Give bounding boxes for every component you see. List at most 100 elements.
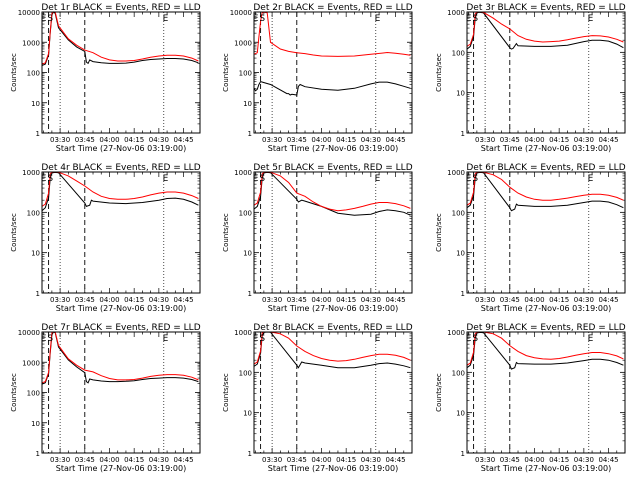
flag-letter: E bbox=[253, 174, 259, 184]
x-tick-label: 04:00 bbox=[524, 136, 544, 144]
x-tick-label: 04:00 bbox=[524, 296, 544, 304]
x-tick-label: 04:15 bbox=[124, 296, 144, 304]
y-tick-label: 1 bbox=[461, 290, 465, 298]
plot-frame bbox=[253, 331, 413, 454]
x-tick-label: 03:45 bbox=[287, 296, 307, 304]
x-tick-label: 04:15 bbox=[549, 456, 569, 464]
y-tick-label: 1000 bbox=[234, 329, 252, 337]
x-tick-label: 04:30 bbox=[361, 136, 381, 144]
flag-letter: S bbox=[259, 174, 265, 184]
x-tick-label: 04:15 bbox=[124, 136, 144, 144]
x-tick-label: 04:45 bbox=[173, 136, 193, 144]
y-tick-label: 1000 bbox=[447, 329, 465, 337]
y-tick-label: 1 bbox=[461, 450, 465, 458]
plot-frame bbox=[466, 331, 626, 454]
flag-letter: E bbox=[375, 14, 381, 24]
series-line-lld bbox=[41, 11, 199, 65]
series-line-lld bbox=[466, 331, 624, 366]
y-tick-label: 100 bbox=[27, 209, 40, 217]
flag-letter: S bbox=[47, 14, 53, 24]
plot-title: Det 9r BLACK = Events, RED = LLD bbox=[466, 323, 625, 333]
flag-letter: S bbox=[47, 334, 53, 344]
y-axis-label: Counts/sec bbox=[10, 213, 18, 252]
x-tick-label: 04:45 bbox=[385, 296, 405, 304]
flag-letter: E bbox=[466, 14, 472, 24]
x-tick-label: 03:45 bbox=[500, 296, 520, 304]
y-tick-label: 10000 bbox=[230, 9, 252, 17]
plot-panel-4: Det 4r BLACK = Events, RED = LLD 1 10 100 10… bbox=[10, 163, 201, 313]
plot-panel-1: Det 1r BLACK = Events, RED = LLD 1 10 100 10… bbox=[10, 3, 201, 153]
flag-letter: S bbox=[472, 334, 478, 344]
flag-letter: E bbox=[375, 174, 381, 184]
y-tick-label: 100 bbox=[239, 369, 252, 377]
plot-title: Det 1r BLACK = Events, RED = LLD bbox=[41, 3, 200, 13]
x-tick-label: 04:15 bbox=[549, 296, 569, 304]
x-tick-label: 03:45 bbox=[75, 456, 95, 464]
x-axis-label: Start Time (27-Nov-06 03:19:00) bbox=[268, 464, 398, 473]
x-tick-label: 04:30 bbox=[361, 296, 381, 304]
x-tick-label: 04:30 bbox=[574, 456, 594, 464]
plot-panel-3: Det 3r BLACK = Events, RED = LLD 1 10 100 10… bbox=[435, 3, 626, 153]
y-tick-label: 1000 bbox=[234, 39, 252, 47]
flag-letter: E bbox=[253, 14, 259, 24]
y-tick-label: 100 bbox=[239, 209, 252, 217]
y-tick-label: 100 bbox=[452, 369, 465, 377]
x-tick-label: 04:00 bbox=[99, 456, 119, 464]
flag-letter: E bbox=[163, 334, 169, 344]
x-tick-label: 04:00 bbox=[99, 296, 119, 304]
y-tick-label: 10 bbox=[456, 250, 465, 258]
x-tick-label: 04:30 bbox=[574, 136, 594, 144]
flag-letter: E bbox=[466, 334, 472, 344]
plot-panel-6: Det 6r BLACK = Events, RED = LLD 1 10 100 10… bbox=[435, 163, 626, 313]
x-tick-label: 04:00 bbox=[311, 296, 331, 304]
flag-letter: E bbox=[588, 334, 594, 344]
x-tick-label: 04:15 bbox=[336, 136, 356, 144]
x-tick-label: 03:45 bbox=[75, 136, 95, 144]
plot-title: Det 6r BLACK = Events, RED = LLD bbox=[466, 163, 625, 173]
x-axis-label: Start Time (27-Nov-06 03:19:00) bbox=[56, 304, 186, 313]
series-line-lld bbox=[253, 11, 411, 57]
series-line-events bbox=[41, 331, 199, 385]
y-tick-label: 10 bbox=[31, 100, 40, 108]
x-tick-label: 04:30 bbox=[149, 296, 169, 304]
x-axis-label: Start Time (27-Nov-06 03:19:00) bbox=[481, 144, 611, 153]
series-line-events bbox=[466, 171, 624, 212]
x-axis-label: Start Time (27-Nov-06 03:19:00) bbox=[56, 464, 186, 473]
y-tick-label: 1000 bbox=[234, 169, 252, 177]
x-tick-label: 03:45 bbox=[500, 456, 520, 464]
plot-title: Det 7r BLACK = Events, RED = LLD bbox=[41, 323, 200, 333]
y-tick-label: 1 bbox=[461, 130, 465, 138]
x-tick-label: 04:15 bbox=[124, 456, 144, 464]
series-line-lld bbox=[466, 11, 624, 47]
x-tick-label: 04:45 bbox=[385, 136, 405, 144]
x-tick-label: 04:30 bbox=[361, 456, 381, 464]
x-tick-label: 03:45 bbox=[287, 456, 307, 464]
plot-title: Det 5r BLACK = Events, RED = LLD bbox=[253, 163, 412, 173]
y-tick-label: 1 bbox=[36, 130, 40, 138]
flag-letter: S bbox=[47, 174, 53, 184]
y-tick-label: 1000 bbox=[22, 169, 40, 177]
x-axis-label: Start Time (27-Nov-06 03:19:00) bbox=[56, 144, 186, 153]
plot-panel-5: Det 5r BLACK = Events, RED = LLD 1 10 100 10… bbox=[222, 163, 413, 313]
x-tick-label: 03:30 bbox=[262, 456, 282, 464]
y-axis-label: Counts/sec bbox=[222, 53, 230, 92]
flag-letter: E bbox=[163, 174, 169, 184]
y-tick-label: 10 bbox=[243, 250, 252, 258]
plot-panel-7: Det 7r BLACK = Events, RED = LLD 1 10 100 10… bbox=[10, 323, 201, 473]
x-tick-label: 04:15 bbox=[549, 136, 569, 144]
plot-frame bbox=[253, 171, 413, 294]
x-tick-label: 04:30 bbox=[574, 296, 594, 304]
y-axis-label: Counts/sec bbox=[10, 53, 18, 92]
flag-letter: E bbox=[41, 174, 47, 184]
x-tick-label: 04:30 bbox=[149, 456, 169, 464]
flag-letter: S bbox=[259, 334, 265, 344]
x-tick-label: 04:45 bbox=[173, 296, 193, 304]
y-tick-label: 1000 bbox=[447, 9, 465, 17]
x-axis-label: Start Time (27-Nov-06 03:19:00) bbox=[481, 464, 611, 473]
series-line-events bbox=[253, 331, 411, 369]
x-tick-label: 03:30 bbox=[475, 136, 495, 144]
series-line-lld bbox=[253, 331, 411, 365]
x-tick-label: 04:45 bbox=[385, 456, 405, 464]
y-tick-label: 1 bbox=[248, 450, 252, 458]
series-line-events bbox=[253, 81, 411, 96]
